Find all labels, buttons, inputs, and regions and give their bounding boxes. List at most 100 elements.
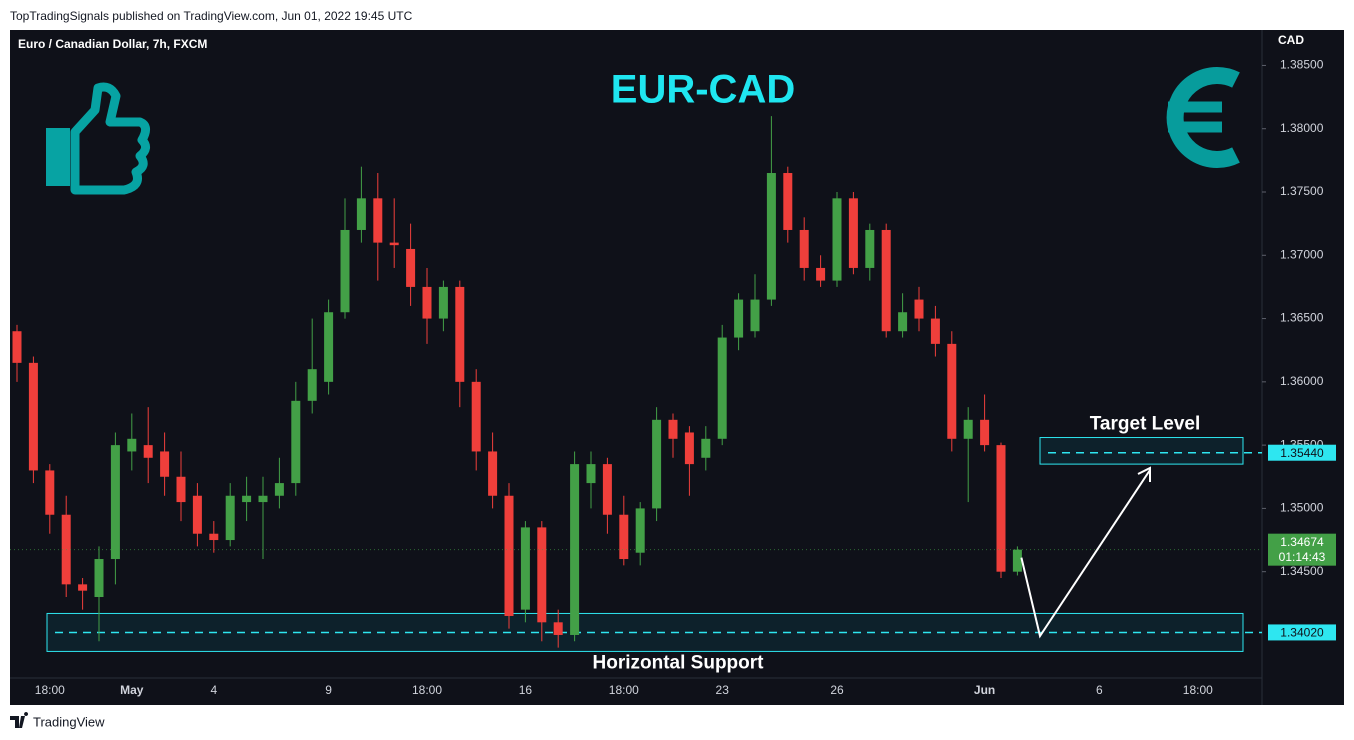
- candle-body: [750, 299, 760, 332]
- candle-body: [307, 369, 317, 401]
- candle-body: [832, 198, 842, 281]
- currency-label: CAD: [1278, 33, 1304, 47]
- y-tick-label: 1.38500: [1280, 58, 1324, 72]
- x-tick-label: 4: [210, 683, 217, 697]
- candle-body: [914, 299, 924, 319]
- x-tick-label: 23: [716, 683, 730, 697]
- x-tick-label: 16: [519, 683, 533, 697]
- y-tick-label: 1.35000: [1280, 501, 1324, 515]
- candle-body: [766, 173, 776, 300]
- candle-body: [701, 438, 711, 458]
- candle-body: [816, 267, 826, 281]
- y-tick-label: 1.36500: [1280, 311, 1324, 325]
- x-tick-label: May: [120, 683, 144, 697]
- tradingview-logo: [10, 712, 29, 728]
- candle-body: [734, 299, 744, 338]
- y-tick-label: 1.34500: [1280, 564, 1324, 578]
- footer: TradingView: [10, 712, 105, 729]
- candle-body: [799, 229, 809, 268]
- x-tick-label: 26: [830, 683, 844, 697]
- candle-body: [586, 464, 596, 484]
- candle-body: [176, 476, 186, 503]
- candle-body: [520, 527, 530, 610]
- candle-body: [455, 286, 465, 382]
- y-tick-label: 1.37000: [1280, 247, 1324, 261]
- x-tick-label: 18:00: [35, 683, 65, 697]
- candle-body: [209, 533, 219, 541]
- candle-body: [1012, 549, 1022, 572]
- footer-brand: TradingView: [33, 714, 105, 729]
- candle-body: [684, 432, 694, 465]
- candle-body: [930, 318, 940, 344]
- candle-body: [980, 419, 990, 446]
- level-badge-label: 1.34020: [1280, 626, 1324, 640]
- y-tick-label: 1.36000: [1280, 374, 1324, 388]
- candle-body: [160, 451, 170, 477]
- candle-body: [258, 495, 268, 503]
- publish-header: TopTradingSignals published on TradingVi…: [10, 9, 413, 23]
- candle-body: [471, 381, 481, 452]
- candle-body: [553, 622, 563, 635]
- candle-body: [504, 495, 514, 616]
- candle-body: [898, 312, 908, 332]
- zone-box: [1039, 437, 1244, 465]
- projection-arrow: [1020, 469, 1151, 639]
- candle-body: [291, 400, 301, 484]
- euro-icon: [1166, 67, 1240, 168]
- x-tick-label: 9: [325, 683, 332, 697]
- candle-body: [848, 198, 858, 268]
- candle-body: [602, 464, 612, 515]
- zone-label: Target Level: [1090, 414, 1201, 435]
- y-tick-label: 1.37500: [1280, 184, 1324, 198]
- candle-body: [28, 362, 38, 471]
- candle-body: [225, 495, 235, 541]
- candle-body: [668, 419, 678, 439]
- candle-body: [242, 495, 252, 503]
- last-price-badge: [1268, 533, 1336, 566]
- candle-body: [963, 419, 973, 439]
- candle-body: [537, 527, 547, 623]
- symbol-label: Euro / Canadian Dollar, 7h, FXCM: [18, 37, 207, 51]
- candle-body: [996, 445, 1006, 572]
- candle-body: [110, 445, 120, 560]
- countdown-label: 01:14:43: [1279, 550, 1326, 564]
- x-tick-label: Jun: [974, 683, 995, 697]
- candle-body: [389, 242, 399, 246]
- candle-body: [947, 343, 957, 439]
- x-tick-label: 6: [1096, 683, 1103, 697]
- candle-body: [865, 229, 875, 268]
- candle-body: [438, 286, 448, 319]
- candle-body: [45, 470, 55, 515]
- candle-body: [340, 229, 350, 313]
- candle-body: [274, 483, 284, 496]
- candle-body: [78, 584, 88, 591]
- level-badge: [1268, 624, 1336, 641]
- zone-label: Horizontal Support: [593, 652, 765, 673]
- candle-body: [12, 331, 22, 363]
- y-tick-label: 1.38000: [1280, 121, 1324, 135]
- thumbs-up-icon: [46, 82, 150, 195]
- candle-body: [356, 198, 366, 230]
- candle-body: [881, 229, 891, 332]
- candle-body: [192, 495, 202, 534]
- candle-body: [635, 508, 645, 553]
- candle-body: [717, 337, 727, 439]
- chart-title: EUR-CAD: [611, 68, 795, 112]
- candle-body: [373, 198, 383, 243]
- candle-body: [619, 514, 629, 560]
- candle-body: [783, 173, 793, 230]
- arrow-head: [1137, 466, 1151, 482]
- candle-body: [127, 438, 137, 452]
- x-tick-label: 18:00: [412, 683, 442, 697]
- candle-body: [652, 419, 662, 509]
- candle-body: [94, 559, 104, 597]
- level-badge: [1268, 444, 1336, 461]
- candle-body: [488, 451, 498, 496]
- chart-background: [10, 30, 1344, 705]
- x-tick-label: 18:00: [609, 683, 639, 697]
- candle-body: [143, 445, 153, 458]
- level-badge-label: 1.35440: [1280, 446, 1324, 460]
- candle-body: [324, 312, 334, 382]
